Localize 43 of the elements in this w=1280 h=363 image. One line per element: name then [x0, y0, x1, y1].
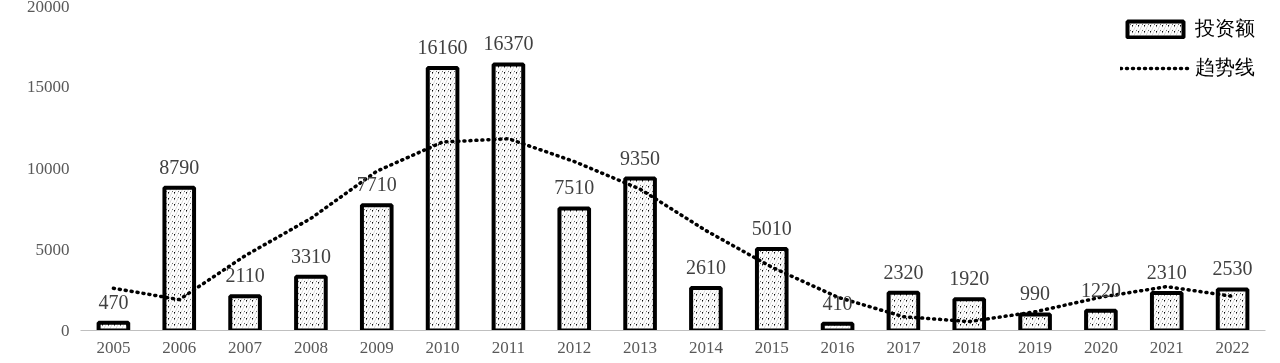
legend-label: 投资额	[1195, 16, 1255, 41]
x-tick-label: 2022	[1215, 337, 1250, 357]
x-tick-label: 2009	[359, 337, 394, 357]
data-label: 9350	[620, 146, 661, 169]
x-tick-label: 2013	[623, 337, 658, 357]
data-label: 470	[98, 290, 129, 313]
data-label: 16160	[417, 35, 468, 58]
data-label: 7510	[554, 176, 595, 199]
data-label: 1920	[949, 267, 990, 290]
data-label: 410	[822, 291, 853, 314]
data-label: 8790	[159, 155, 200, 178]
x-tick-label: 2011	[491, 337, 526, 357]
y-tick-label: 5000	[35, 239, 70, 259]
x-tick-label: 2018	[952, 337, 987, 357]
x-tick-label: 2017	[886, 337, 921, 357]
data-label: 7710	[356, 173, 397, 196]
data-label: 2530	[1212, 257, 1253, 280]
x-tick-label: 2021	[1149, 337, 1184, 357]
x-tick-label: 2007	[228, 337, 263, 357]
x-tick-label: 2012	[557, 337, 592, 357]
data-label: 2320	[883, 260, 924, 283]
x-tick-label: 2015	[754, 337, 789, 357]
x-tick-label: 2019	[1018, 337, 1053, 357]
data-label: 1220	[1080, 278, 1121, 301]
x-tick-label: 2006	[162, 337, 197, 357]
legend-label: 趋势线	[1195, 55, 1255, 80]
y-tick-label: 20000	[27, 0, 70, 16]
data-label: 5010	[751, 217, 792, 240]
y-tick-label: 0	[61, 321, 70, 340]
x-tick-label: 2020	[1083, 337, 1118, 357]
x-tick-label: 2014	[688, 337, 724, 357]
y-tick-label: 15000	[27, 77, 70, 97]
data-label: 2610	[685, 256, 726, 279]
x-tick-label: 2008	[293, 337, 328, 357]
data-label: 16370	[483, 32, 534, 55]
x-tick-label: 2005	[96, 337, 131, 357]
y-tick-label: 10000	[27, 158, 70, 178]
x-tick-label: 2010	[425, 337, 460, 357]
data-label: 3310	[290, 244, 331, 267]
data-label: 2310	[1146, 260, 1187, 283]
data-label: 2110	[225, 264, 265, 287]
x-tick-label: 2016	[820, 337, 855, 357]
data-label: 990	[1020, 282, 1051, 305]
